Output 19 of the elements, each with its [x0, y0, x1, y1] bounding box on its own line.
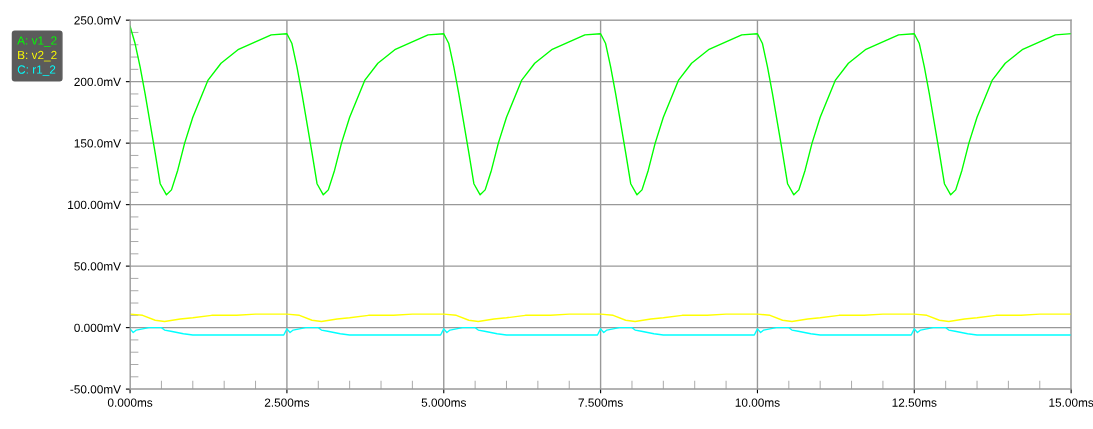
- x-tick-label: 12.50ms: [892, 398, 937, 407]
- text: A: v1_2: [17, 36, 57, 47]
- x-tick-label: 7.500ms: [578, 398, 623, 407]
- x-tick-label: 5.000ms: [421, 398, 466, 407]
- line-series: [130, 313, 1072, 323]
- y-tick-label: 0.000mV: [74, 323, 121, 333]
- x-tick-label: 0.000ms: [107, 398, 153, 407]
- y-tick-label: -50.00mV: [70, 385, 121, 394]
- x-tick-label: 2.500ms: [264, 398, 310, 407]
- y-tick-label: 250.0mV: [74, 16, 121, 25]
- y-tick-label: 100.00mV: [68, 200, 121, 210]
- text: B: v2_2: [18, 50, 57, 62]
- x-tick-label: 15.00ms: [1049, 398, 1093, 407]
- line-series: [130, 326, 1072, 336]
- y-tick-label: 50.00mV: [74, 262, 121, 271]
- x-tick-label: 10.00ms: [735, 398, 780, 407]
- y-tick-label: 150.0mV: [74, 139, 121, 148]
- y-tick-label: 200.0mV: [74, 77, 121, 87]
- text: C: r1_2: [17, 65, 56, 76]
